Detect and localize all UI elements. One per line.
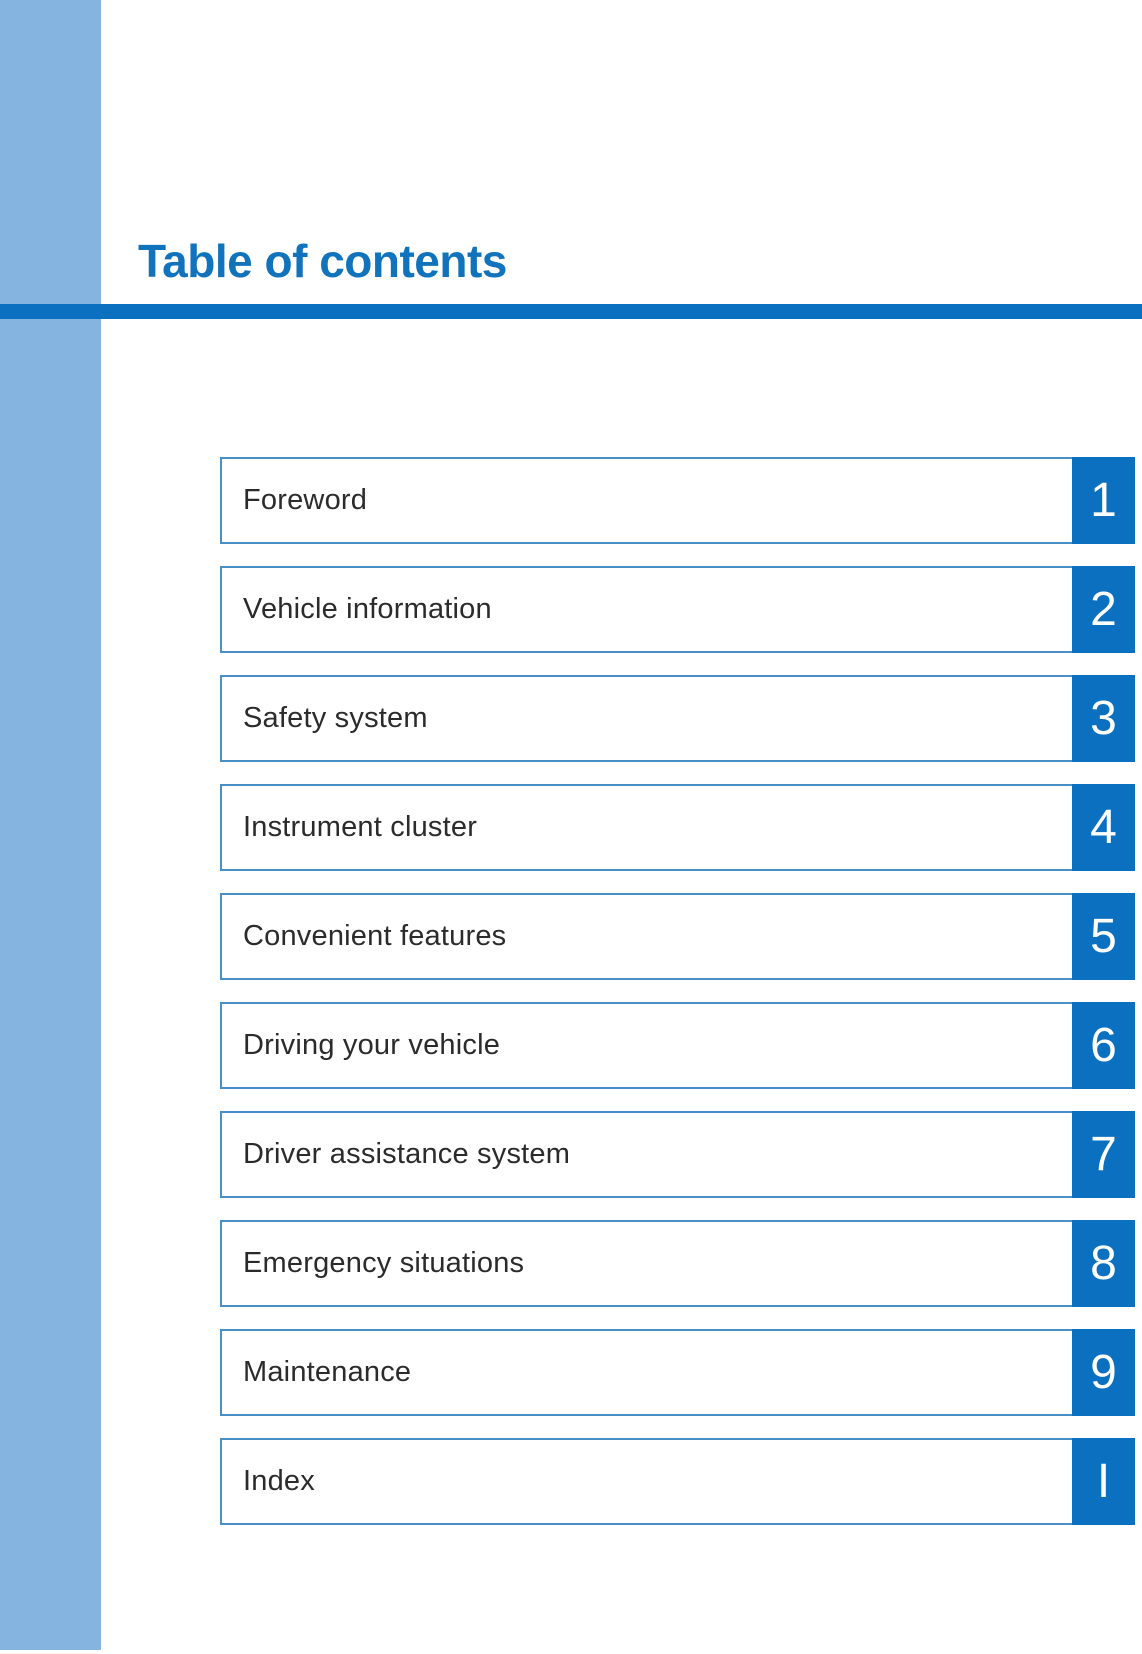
toc-chapter-label: Maintenance bbox=[243, 1356, 412, 1388]
toc-list: Foreword 1 Vehicle information 2 Safety syst… bbox=[220, 457, 1135, 1525]
toc-chapter-label: Convenient features bbox=[243, 920, 507, 952]
toc-chapter-number-tab: 6 bbox=[1072, 1002, 1135, 1089]
toc-chapter-number: 3 bbox=[1090, 691, 1117, 745]
toc-chapter-number: I bbox=[1096, 1454, 1111, 1508]
toc-chapter-number-tab: 2 bbox=[1072, 566, 1135, 653]
toc-chapter-label: Instrument cluster bbox=[243, 811, 478, 843]
toc-chapter-label-box: Foreword bbox=[220, 457, 1072, 544]
toc-chapter-number-tab: 7 bbox=[1072, 1111, 1135, 1198]
toc-row[interactable]: Emergency situations 8 bbox=[220, 1220, 1135, 1307]
toc-chapter-label-box: Driving your vehicle bbox=[220, 1002, 1072, 1089]
toc-chapter-number-tab: 9 bbox=[1072, 1329, 1135, 1416]
toc-row[interactable]: Foreword 1 bbox=[220, 457, 1135, 544]
toc-chapter-number: 7 bbox=[1090, 1127, 1117, 1181]
toc-chapter-number: 5 bbox=[1090, 909, 1117, 963]
toc-row[interactable]: Convenient features 5 bbox=[220, 893, 1135, 980]
toc-chapter-label: Emergency situations bbox=[243, 1247, 525, 1279]
toc-row[interactable]: Vehicle information 2 bbox=[220, 566, 1135, 653]
toc-row[interactable]: Instrument cluster 4 bbox=[220, 784, 1135, 871]
toc-chapter-label-box: Maintenance bbox=[220, 1329, 1072, 1416]
toc-chapter-number: 9 bbox=[1090, 1345, 1117, 1399]
toc-row[interactable]: Driving your vehicle 6 bbox=[220, 1002, 1135, 1089]
toc-chapter-label: Index bbox=[243, 1465, 315, 1497]
toc-chapter-number-tab: 1 bbox=[1072, 457, 1135, 544]
page-title: Table of contents bbox=[138, 235, 507, 287]
toc-chapter-label-box: Instrument cluster bbox=[220, 784, 1072, 871]
toc-chapter-label-box: Convenient features bbox=[220, 893, 1072, 980]
toc-chapter-label: Driver assistance system bbox=[243, 1138, 571, 1170]
toc-chapter-label: Vehicle information bbox=[243, 593, 492, 625]
toc-chapter-label-box: Safety system bbox=[220, 675, 1072, 762]
toc-chapter-label: Safety system bbox=[243, 702, 428, 734]
toc-chapter-label-box: Driver assistance system bbox=[220, 1111, 1072, 1198]
toc-row[interactable]: Index I bbox=[220, 1438, 1135, 1525]
toc-row[interactable]: Maintenance 9 bbox=[220, 1329, 1135, 1416]
toc-chapter-label: Foreword bbox=[243, 484, 368, 516]
toc-chapter-number-tab: 5 bbox=[1072, 893, 1135, 980]
toc-chapter-number: 4 bbox=[1090, 800, 1117, 854]
toc-row[interactable]: Safety system 3 bbox=[220, 675, 1135, 762]
toc-chapter-label-box: Emergency situations bbox=[220, 1220, 1072, 1307]
toc-chapter-label-box: Index bbox=[220, 1438, 1072, 1525]
toc-chapter-number-tab: I bbox=[1072, 1438, 1135, 1525]
toc-chapter-number-tab: 8 bbox=[1072, 1220, 1135, 1307]
toc-chapter-number-tab: 3 bbox=[1072, 675, 1135, 762]
toc-chapter-number-tab: 4 bbox=[1072, 784, 1135, 871]
toc-chapter-number: 2 bbox=[1090, 582, 1117, 636]
toc-row[interactable]: Driver assistance system 7 bbox=[220, 1111, 1135, 1198]
toc-chapter-label-box: Vehicle information bbox=[220, 566, 1072, 653]
toc-chapter-number: 1 bbox=[1090, 473, 1117, 527]
toc-chapter-number: 6 bbox=[1090, 1018, 1117, 1072]
toc-chapter-number: 8 bbox=[1090, 1236, 1117, 1290]
page-edge-band bbox=[0, 0, 101, 1650]
toc-chapter-label: Driving your vehicle bbox=[243, 1029, 501, 1061]
title-divider-bar bbox=[0, 304, 1142, 319]
